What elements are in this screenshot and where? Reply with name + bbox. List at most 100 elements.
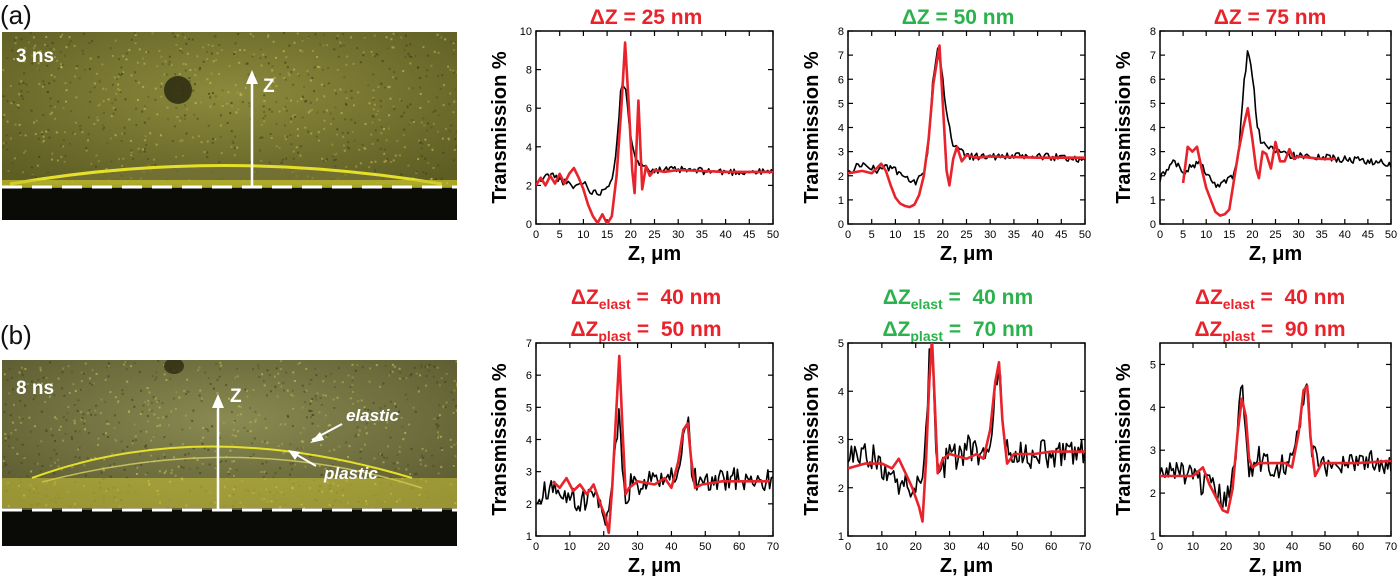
speckle-dot [118, 158, 120, 161]
speckle-dot [54, 117, 56, 120]
speckle-dot [57, 465, 60, 468]
speckle-dot [260, 471, 263, 473]
speckle-dot [122, 55, 125, 58]
x-tick-label: 45 [1055, 229, 1067, 241]
speckle-dot [252, 453, 255, 456]
speckle-dot [431, 148, 434, 151]
speckle-dot [51, 434, 54, 437]
speckle-dot [260, 159, 263, 162]
speckle-dot [158, 406, 161, 409]
speckle-dot [33, 425, 36, 428]
speckle-dot [105, 366, 108, 369]
speckle-dot [283, 77, 286, 80]
speckle-dot [409, 62, 412, 65]
speckle-dot [232, 442, 235, 445]
speckle-dot [107, 423, 110, 425]
speckle-dot [51, 158, 54, 161]
speckle-dot [41, 132, 44, 135]
speckle-dot [8, 368, 11, 370]
speckle-dot [351, 130, 354, 133]
speckle-dot [372, 73, 375, 76]
speckle-dot [148, 408, 151, 411]
speckle-dot [70, 371, 73, 374]
speckle-dot [55, 131, 58, 134]
speckle-dot [211, 44, 214, 47]
speckle-dot [419, 140, 422, 143]
speckle-dot [208, 92, 211, 95]
speckle-dot [361, 143, 364, 146]
speckle-dot [231, 105, 233, 108]
speckle-dot [74, 121, 77, 124]
speckle-dot [284, 124, 286, 127]
speckle-dot [188, 80, 191, 83]
speckle-dot [267, 34, 270, 37]
speckle-dot [162, 416, 164, 419]
speckle-dot [310, 378, 313, 381]
speckle-dot [357, 433, 360, 436]
speckle-dot [37, 378, 40, 381]
speckle-dot [329, 424, 332, 426]
speckle-dot [392, 46, 395, 49]
speckle-dot [452, 69, 455, 72]
speckle-dot [55, 417, 58, 420]
speckle-dot [164, 470, 167, 473]
experimental-curve [1160, 50, 1391, 188]
speckle-dot [448, 130, 451, 133]
speckle-dot [405, 44, 408, 47]
speckle-dot [236, 146, 239, 149]
speckle-dot [116, 401, 119, 404]
speckle-dot [39, 470, 42, 473]
speckle-dot [370, 410, 373, 413]
speckle-dot [315, 135, 318, 138]
speckle-dot [422, 46, 425, 49]
speckle-dot [324, 414, 327, 417]
speckle-dot [395, 77, 398, 80]
speckle-dot [299, 154, 302, 157]
speckle-dot [383, 148, 386, 151]
speckle-dot [106, 420, 108, 423]
speckle-dot [349, 385, 352, 388]
speckle-dot [184, 414, 187, 417]
speckle-dot [452, 53, 455, 55]
speckle-dot [380, 105, 383, 108]
speckle-dot [432, 167, 435, 169]
x-tick-label: 10 [889, 229, 901, 241]
speckle-dot [378, 453, 381, 456]
speckle-dot [304, 126, 307, 129]
speckle-dot [310, 132, 313, 135]
speckle-dot [445, 401, 448, 404]
speckle-dot [74, 455, 77, 458]
speckle-dot [212, 387, 215, 390]
speckle-dot [179, 140, 182, 143]
model-curve [848, 343, 1085, 523]
speckle-dot [8, 471, 11, 474]
speckle-dot [432, 375, 435, 378]
speckle-dot [393, 365, 396, 368]
speckle-dot [222, 421, 225, 424]
speckle-dot [425, 129, 428, 132]
speckle-dot [188, 77, 191, 79]
speckle-dot [268, 108, 271, 111]
speckle-dot [56, 59, 59, 62]
speckle-dot [9, 414, 12, 417]
x-tick-label: 5 [869, 229, 875, 241]
y-tick-label: 0 [526, 219, 532, 231]
speckle-dot [436, 426, 439, 429]
speckle-dot [111, 452, 114, 455]
speckle-dot [437, 75, 440, 77]
speckle-dot [114, 134, 117, 137]
x-tick-label: 5 [557, 229, 563, 241]
speckle-dot [335, 37, 338, 40]
speckle-dot [153, 158, 156, 161]
speckle-dot [151, 375, 154, 378]
speckle-dot [419, 463, 422, 466]
speckle-dot [353, 139, 356, 142]
speckle-dot [396, 139, 399, 142]
x-tick-label: 20 [1220, 541, 1232, 553]
speckle-dot [219, 361, 222, 364]
speckle-dot [355, 476, 358, 479]
title-line-plast: ΔZplast = 90 nm [1194, 318, 1346, 345]
speckle-dot [125, 52, 128, 55]
speckle-dot [6, 100, 9, 103]
